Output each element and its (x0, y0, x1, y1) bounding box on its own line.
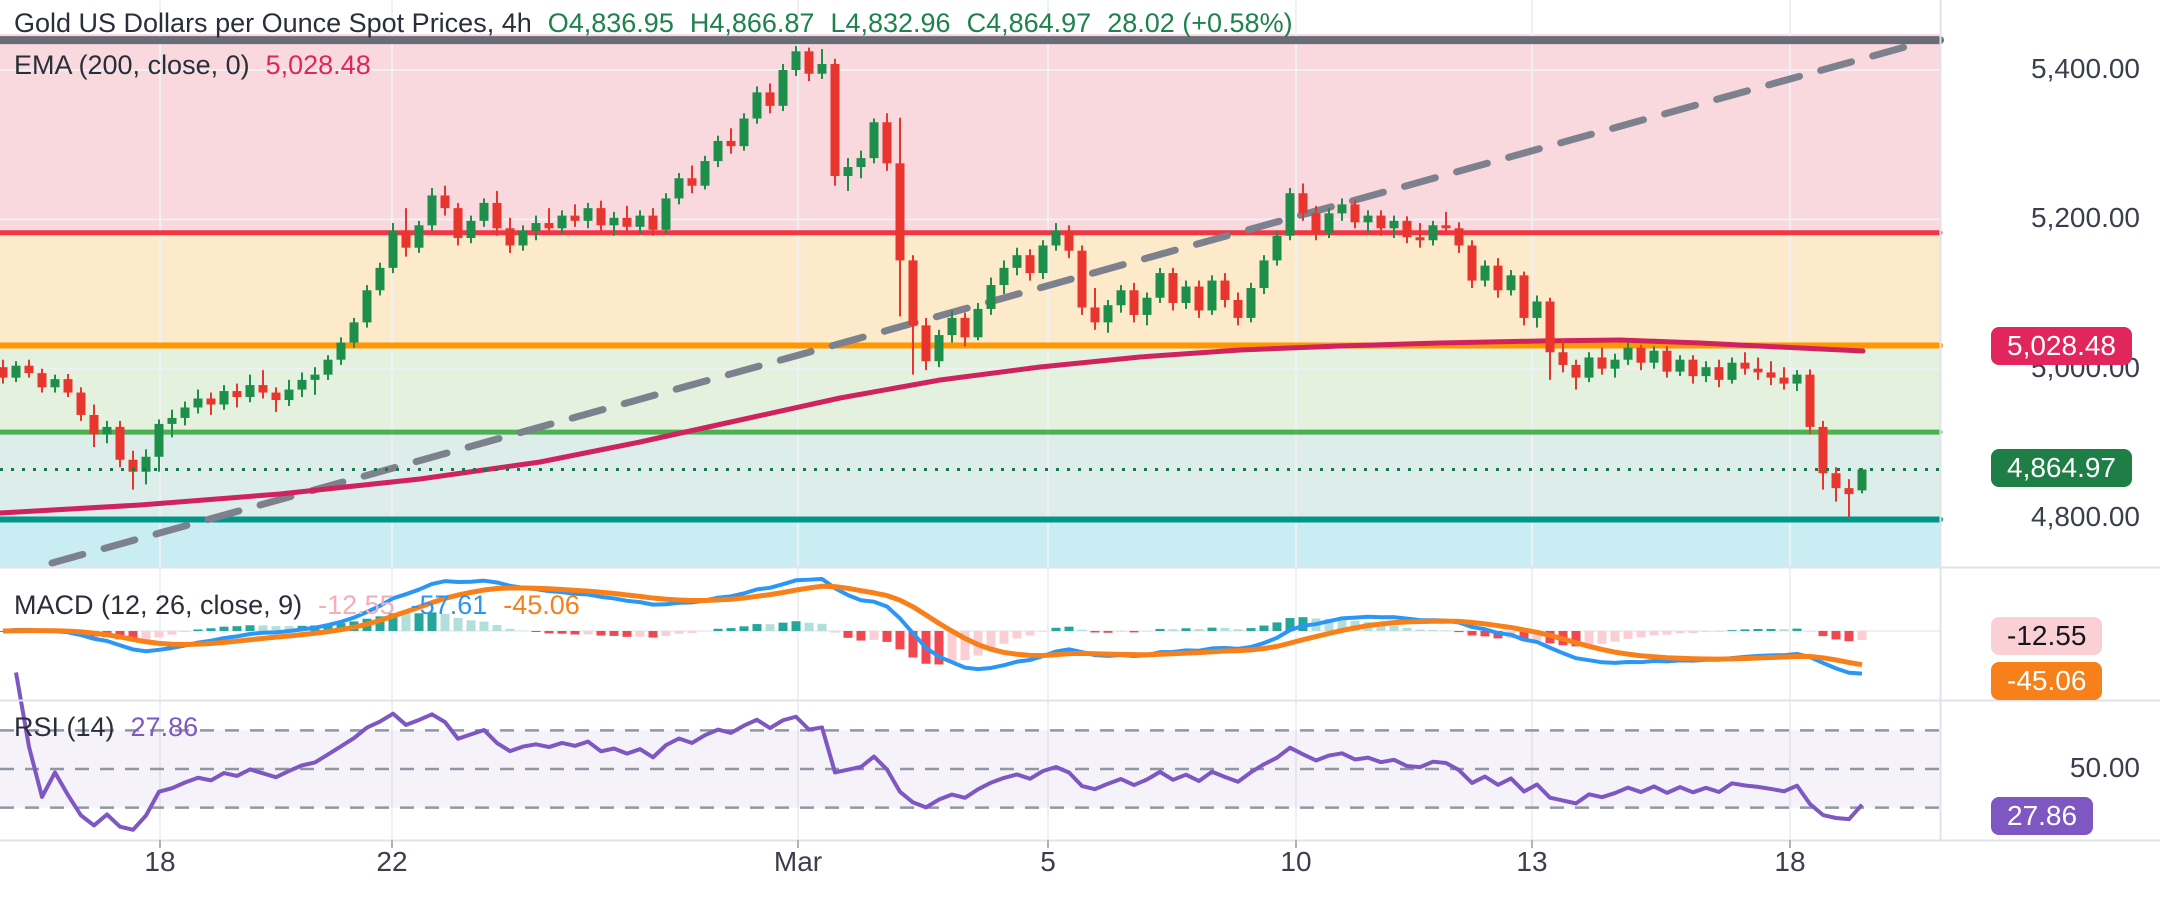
time-tick-feb22: 22 (376, 846, 408, 877)
rsi-tick-50: 50.00 (2069, 752, 2140, 783)
macd-signal-value: -45.06 (503, 590, 580, 620)
last-price-badge: 4,864.97 (1991, 449, 2132, 488)
macd-signal-line (2, 583, 1863, 668)
time-tick-mar18: 18 (1774, 846, 1806, 877)
rsi-line (14, 672, 1864, 832)
chart-legend-row[interactable]: Gold US Dollars per Ounce Spot Prices, 4… (14, 7, 1293, 39)
ohlc-open: O4,836.95 (547, 8, 674, 38)
rsi-legend-row[interactable]: RSI (14) 27.86 (14, 711, 198, 743)
macd-hist-value: -12.55 (318, 590, 395, 620)
price-tick-4800: 4,800.00 (2031, 501, 2140, 532)
macd-label: MACD (12, 26, close, 9) (14, 590, 303, 620)
time-tick-mar10: 10 (1280, 846, 1312, 877)
pane-dividers (0, 0, 2160, 848)
ohlc-low: L4,832.96 (830, 8, 951, 38)
macd-hist-badge: -12.55 (1991, 617, 2103, 655)
time-tick-mar13: 13 (1516, 846, 1548, 877)
price-levels (0, 36, 1944, 523)
ema-value: 5,028.48 (265, 50, 371, 80)
time-tick-feb18: 18 (144, 846, 176, 877)
ohlc-close: C4,864.97 (966, 8, 1092, 38)
ema-line[interactable] (0, 337, 1866, 516)
time-tick-mar: Mar (773, 846, 823, 877)
rsi-value-badge: 27.86 (1991, 796, 2094, 835)
price-zones (0, 34, 1940, 568)
ema-price-badge: 5,028.48 (1991, 327, 2132, 366)
ema-label: EMA (200, close, 0) (14, 50, 250, 80)
change-value: 28.02 (+0.58%) (1107, 8, 1293, 38)
rsi-label: RSI (14) (14, 712, 115, 742)
trendline[interactable] (48, 41, 1916, 567)
candles-layer[interactable] (0, 46, 1867, 519)
macd-signal-badge: -45.06 (1991, 662, 2103, 700)
macd-legend-row[interactable]: MACD (12, 26, close, 9) -12.55 -57.61 -4… (14, 589, 580, 621)
chart-title: Gold US Dollars per Ounce Spot Prices, 4… (14, 8, 532, 38)
price-tick-5200: 5,200.00 (2031, 202, 2140, 234)
ohlc-high: H4,866.87 (689, 8, 815, 38)
price-tick-5400: 5,400.00 (2031, 53, 2140, 84)
time-tick-mar5: 5 (1040, 846, 1056, 877)
macd-line (2, 577, 1863, 676)
rsi-value: 27.86 (130, 712, 199, 742)
macd-line-value: -57.61 (410, 590, 488, 620)
ema-legend-row[interactable]: EMA (200, close, 0) 5,028.48 (14, 49, 371, 81)
